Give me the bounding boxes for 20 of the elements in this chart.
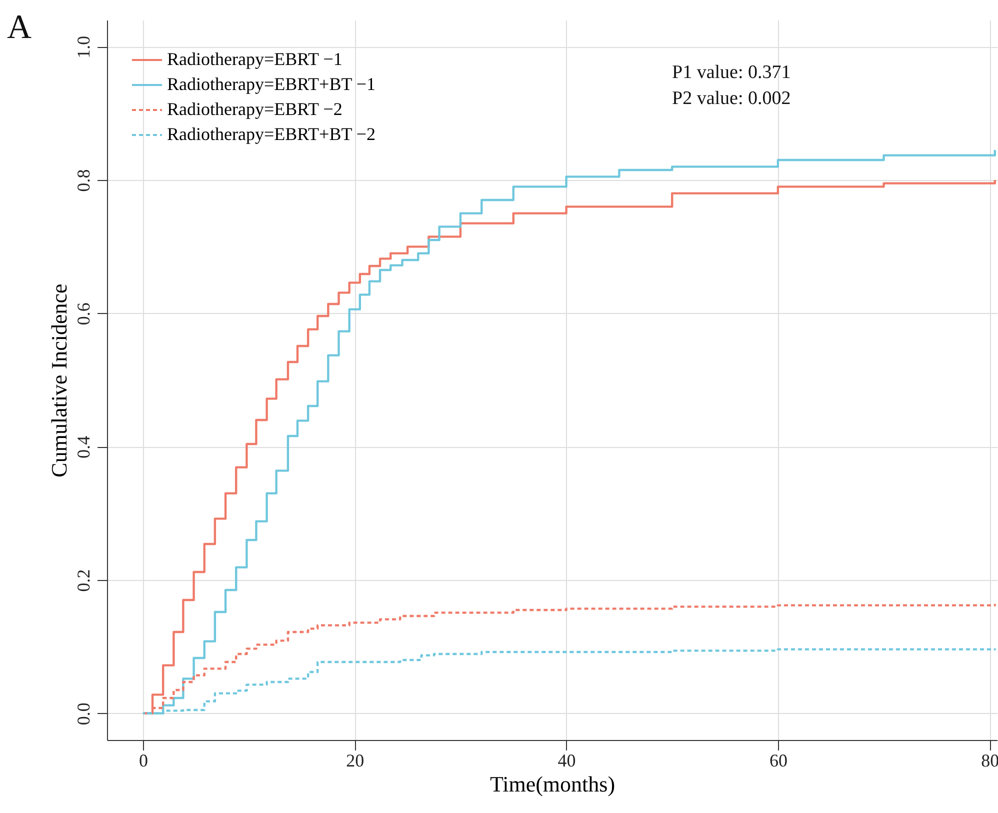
annotation: P2 value: 0.002	[672, 88, 791, 109]
x-tick-label: 60	[769, 750, 788, 770]
y-tick-label: 1.0	[74, 36, 94, 58]
legend-label: Radiotherapy=EBRT −1	[167, 49, 342, 69]
legend-label: Radiotherapy=EBRT+BT −2	[167, 124, 376, 144]
x-tick-label: 40	[558, 750, 576, 770]
y-tick-label: 0.2	[74, 569, 94, 592]
x-axis-title: Time(months)	[490, 772, 616, 796]
y-tick-label: 0.4	[74, 436, 94, 458]
annotation: P1 value: 0.371	[672, 62, 791, 83]
legend-label: Radiotherapy=EBRT −2	[167, 99, 342, 119]
x-tick-label: 80	[981, 750, 998, 770]
y-axis-title: Cumulative Incidence	[46, 284, 72, 478]
y-tick-label: 0.6	[74, 302, 94, 326]
x-tick-label: 0	[138, 750, 148, 770]
y-tick-label: 0.0	[74, 702, 94, 726]
text: A	[7, 9, 32, 46]
legend-label: Radiotherapy=EBRT+BT −1	[167, 74, 376, 94]
y-tick-label: 0.8	[74, 169, 94, 192]
x-tick-label: 20	[346, 750, 364, 770]
